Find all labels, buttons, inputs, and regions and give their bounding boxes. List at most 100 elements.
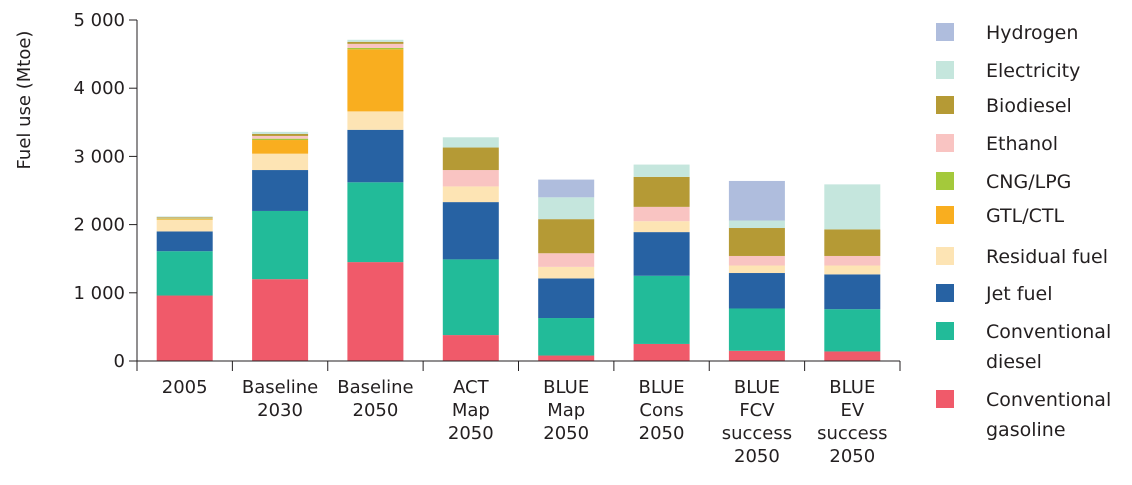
- bar-segment-6-6: [728, 255, 785, 266]
- legend-label-2: Jet fuel: [985, 283, 1052, 305]
- x-tick-label-1: Baseline 2030: [242, 377, 318, 421]
- bar-segment-3-6: [728, 265, 785, 274]
- bar-segment-2-0: [156, 231, 213, 252]
- bar-segment-8-4: [538, 197, 595, 220]
- bar-segment-7-0: [156, 217, 213, 218]
- bar-segment-2-3: [442, 202, 499, 260]
- legend: Hydrogen Electricity Biodiesel Ethanol CNG/L…: [936, 22, 1111, 441]
- legend-swatch-0: [936, 390, 954, 408]
- x-tick-label-7: BLUE EV success 2050: [817, 377, 887, 467]
- bar-segment-1-4: [538, 318, 595, 356]
- x-tick-label-6: BLUE FCV success 2050: [722, 377, 792, 467]
- bar-segment-1-5: [633, 275, 690, 344]
- bar-segment-2-7: [824, 274, 881, 310]
- bar-segment-6-5: [633, 206, 690, 222]
- bar-segment-8-6: [728, 220, 785, 229]
- bar-segment-6-2: [347, 43, 404, 48]
- legend-swatch-6: [936, 134, 954, 152]
- legend-label-1: Conventional diesel: [986, 321, 1111, 373]
- legend-swatch-2: [936, 284, 954, 302]
- x-tick-label-5: BLUE Cons 2050: [639, 377, 685, 444]
- bar-segment-3-7: [824, 265, 881, 275]
- bar-segment-0-5: [633, 343, 690, 361]
- bar-segment-7-3: [442, 147, 499, 171]
- bar-segment-3-3: [442, 186, 499, 203]
- bar-segment-3-2: [347, 111, 404, 130]
- y-tick-label-5: 5 000: [73, 10, 125, 31]
- bar-segment-1-1: [252, 210, 309, 280]
- x-tick-label-3: ACT Map 2050: [448, 377, 494, 444]
- bar-segment-8-7: [824, 184, 881, 230]
- bar-segment-2-1: [252, 170, 309, 211]
- x-tick-label-0: 2005: [162, 377, 208, 398]
- bar-segment-6-7: [824, 255, 881, 266]
- bar-segment-8-5: [633, 164, 690, 177]
- bar-segment-3-0: [156, 219, 213, 232]
- bar-segment-6-1: [252, 135, 309, 139]
- bar-segment-7-2: [347, 41, 404, 44]
- bar-segment-6-3: [442, 170, 499, 187]
- bar-segment-8-0: [156, 216, 213, 218]
- bar-segment-5-2: [347, 47, 404, 50]
- bar-segment-8-3: [442, 137, 499, 148]
- legend-label-8: Electricity: [986, 60, 1080, 82]
- bar-segment-8-1: [252, 131, 309, 134]
- bar-segment-1-0: [156, 251, 213, 296]
- bar-segment-9-6: [728, 180, 785, 221]
- legend-label-4: GTL/CTL: [986, 205, 1065, 227]
- bar-segment-5-0: [156, 218, 213, 220]
- bar-segment-2-5: [633, 232, 690, 276]
- bar-segment-7-7: [824, 229, 881, 256]
- bar-segment-1-2: [347, 182, 404, 263]
- bar-segment-7-4: [538, 219, 595, 254]
- legend-label-5: CNG/LPG: [986, 171, 1071, 193]
- bar-segment-0-3: [442, 335, 499, 361]
- y-tick-label-1: 1 000: [73, 283, 125, 304]
- bar-segment-2-2: [347, 129, 404, 183]
- y-tick-label-2: 2 000: [73, 215, 125, 236]
- legend-label-7: Biodiesel: [986, 95, 1072, 117]
- bar-segment-7-5: [633, 176, 690, 207]
- legend-label-3: Residual fuel: [986, 246, 1108, 268]
- legend-swatch-8: [936, 61, 954, 79]
- bars-layer: [156, 39, 881, 361]
- legend-label-6: Ethanol: [986, 133, 1058, 155]
- bar-segment-0-7: [824, 351, 881, 361]
- bar-segment-4-1: [252, 140, 309, 154]
- bar-segment-1-3: [442, 259, 499, 336]
- bar-segment-4-0: [156, 219, 213, 220]
- bar-segment-0-0: [156, 295, 213, 361]
- bar-segment-4-2: [347, 49, 404, 112]
- bar-segment-5-1: [252, 138, 309, 141]
- legend-swatch-7: [936, 96, 954, 114]
- legend-swatch-4: [936, 206, 954, 224]
- bar-segment-3-4: [538, 266, 595, 279]
- legend-swatch-1: [936, 322, 954, 340]
- y-tick-label-0: 0: [114, 351, 125, 372]
- x-tick-label-2: Baseline 2050: [337, 377, 413, 421]
- legend-label-0: Conventional gasoline: [986, 389, 1111, 441]
- bar-segment-6-0: [156, 217, 213, 219]
- legend-swatch-5: [936, 172, 954, 190]
- bar-segment-2-6: [728, 273, 785, 309]
- bar-segment-0-4: [538, 355, 595, 361]
- bar-segment-8-2: [347, 39, 404, 42]
- bar-segment-2-4: [538, 278, 595, 319]
- bar-segment-0-6: [728, 350, 785, 361]
- x-tick-label-4: BLUE Map 2050: [543, 377, 589, 444]
- bar-segment-1-7: [824, 309, 881, 352]
- y-tick-label-3: 3 000: [73, 146, 125, 167]
- bar-segment-7-1: [252, 133, 309, 136]
- bar-segment-6-4: [538, 253, 595, 267]
- bar-segment-0-2: [347, 262, 404, 361]
- y-tick-label-4: 4 000: [73, 78, 125, 99]
- legend-label-9: Hydrogen: [986, 22, 1078, 44]
- legend-swatch-9: [936, 23, 954, 41]
- bar-segment-3-1: [252, 153, 309, 171]
- bar-segment-7-6: [728, 228, 785, 256]
- bar-segment-1-6: [728, 308, 785, 351]
- legend-swatch-3: [936, 247, 954, 265]
- y-axis-label: Fuel use (Mtoe): [14, 31, 35, 170]
